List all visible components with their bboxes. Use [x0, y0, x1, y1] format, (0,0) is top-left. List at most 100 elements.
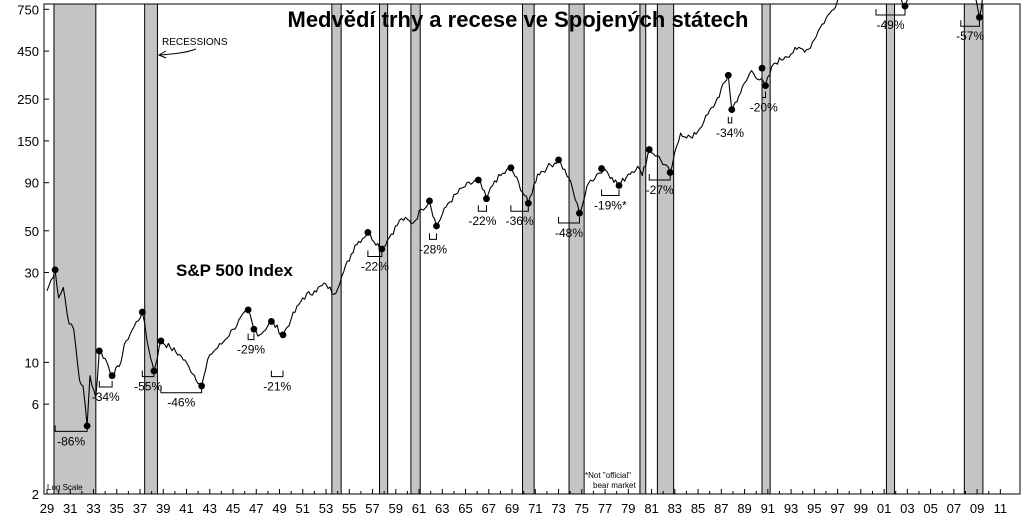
decline-label: -27%	[646, 183, 674, 197]
peak-point	[507, 164, 515, 172]
x-tick-label: 77	[598, 501, 612, 516]
recession-band	[639, 3, 647, 495]
x-tick-label: 87	[714, 501, 728, 516]
trough-point	[666, 169, 674, 176]
x-tick-label: 39	[156, 501, 170, 516]
decline-bracket	[247, 333, 255, 341]
peak-point	[555, 156, 562, 164]
x-tick-label: 67	[482, 501, 496, 516]
decline-annotations: -86% -34% -55% -46% -29% -21% -22% -28% -22% -36%…	[54, 8, 984, 448]
decline-label: -55%	[134, 380, 162, 394]
turning-points	[51, 2, 983, 430]
trough-point	[279, 331, 287, 339]
decline-bracket	[429, 233, 437, 240]
recession-band	[568, 3, 585, 495]
x-tick-label: 99	[854, 501, 868, 516]
x-tick-label: 47	[249, 501, 263, 516]
decline-label: -21%	[263, 380, 291, 394]
x-tick-label: 33	[86, 501, 100, 516]
x-tick-label: 37	[133, 501, 147, 516]
recessions-label: RECESSIONS	[162, 37, 228, 48]
decline-bracket	[367, 250, 383, 258]
recession-band	[144, 3, 158, 495]
recession-band	[761, 3, 771, 495]
x-tick-label: 79	[621, 501, 635, 516]
x-tick-label: 65	[458, 501, 472, 516]
y-tick-label: 30	[25, 266, 39, 281]
y-tick-label: 250	[17, 92, 39, 107]
x-tick-label: 43	[203, 501, 217, 516]
peak-point	[267, 318, 275, 325]
peak-point	[138, 308, 146, 316]
peak-point	[645, 146, 653, 153]
plot-frame	[43, 3, 1021, 495]
trough-point	[198, 382, 206, 390]
decline-bracket	[558, 216, 580, 224]
recession-band	[53, 3, 97, 495]
decline-bracket	[727, 116, 733, 124]
recessions-arrow-icon	[157, 48, 197, 59]
x-tick-label: 01	[877, 501, 891, 516]
log-scale-label: Log Scale	[47, 483, 83, 492]
decline-label: -19%*	[594, 198, 627, 212]
peak-point	[364, 229, 372, 236]
y-tick-label: 6	[32, 397, 39, 412]
peak-point	[51, 266, 59, 274]
y-axis: 26103050901502504507501250	[17, 2, 49, 502]
decline-bracket	[960, 20, 980, 27]
y-tick-label: 150	[17, 134, 39, 149]
x-tick-label: 41	[179, 501, 193, 516]
footnote-line2: bear market	[593, 481, 636, 490]
x-tick-label: 11	[994, 501, 1008, 516]
x-tick-label: 83	[668, 501, 682, 516]
trough-point	[576, 209, 583, 217]
sp500-series-line	[46, 0, 983, 427]
decline-bracket	[648, 174, 671, 181]
recession-band	[331, 3, 342, 495]
x-tick-label: 07	[947, 501, 961, 516]
decline-bracket	[477, 205, 487, 212]
decline-label: -36%	[506, 214, 534, 228]
x-tick-label: 29	[40, 501, 54, 516]
footnote-line1: *Not "official"	[585, 471, 631, 480]
peak-point	[244, 306, 252, 314]
x-tick-label: 97	[830, 501, 844, 516]
x-tick-label: 63	[435, 501, 449, 516]
trough-point	[762, 82, 769, 90]
decline-label: -29%	[237, 343, 265, 357]
chart-title: Medvědí trhy a recese ve Spojených státe…	[288, 7, 749, 32]
decline-bracket	[270, 370, 284, 378]
x-tick-label: 51	[296, 501, 310, 516]
y-tick-label: 10	[25, 355, 39, 370]
x-tick-label: 53	[319, 501, 333, 516]
y-tick-label: 2	[32, 487, 39, 502]
decline-bracket	[761, 91, 766, 99]
decline-label: -22%	[361, 260, 389, 274]
recession-band	[885, 3, 896, 495]
trough-point	[83, 422, 91, 430]
trough-point	[108, 372, 116, 380]
trough-point	[378, 245, 386, 253]
peak-point	[598, 165, 605, 172]
recession-band	[963, 3, 984, 495]
trough-point	[976, 13, 983, 21]
x-tick-label: 49	[272, 501, 286, 516]
x-tick-label: 93	[784, 501, 798, 516]
x-tick-label: 81	[644, 501, 658, 516]
peak-point	[724, 71, 732, 79]
decline-bracket	[160, 386, 203, 394]
decline-bracket	[510, 205, 529, 212]
x-tick-label: 45	[226, 501, 240, 516]
x-tick-label: 55	[342, 501, 356, 516]
recession-band	[522, 3, 535, 495]
x-tick-label: 59	[389, 501, 403, 516]
peak-point	[157, 337, 165, 345]
decline-label: -28%	[419, 242, 447, 256]
trough-point	[901, 2, 909, 10]
decline-label: -86%	[57, 434, 85, 448]
y-tick-label: 450	[17, 44, 39, 59]
trough-point	[728, 106, 736, 114]
x-tick-label: 85	[691, 501, 705, 516]
decline-bracket	[875, 8, 906, 16]
